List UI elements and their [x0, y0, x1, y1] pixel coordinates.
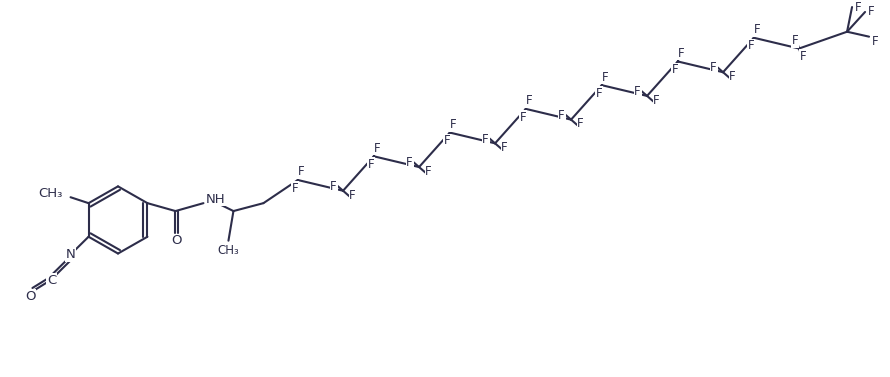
- Text: F: F: [330, 180, 337, 193]
- Text: F: F: [792, 34, 798, 47]
- Text: F: F: [501, 141, 508, 154]
- Text: F: F: [799, 50, 806, 63]
- Text: F: F: [482, 133, 489, 146]
- Text: F: F: [854, 0, 862, 14]
- Text: CH₃: CH₃: [217, 244, 239, 257]
- Text: F: F: [635, 85, 641, 98]
- Text: F: F: [595, 87, 603, 100]
- Text: F: F: [672, 63, 678, 76]
- Text: CH₃: CH₃: [38, 187, 62, 200]
- Text: O: O: [171, 234, 182, 247]
- Text: F: F: [558, 109, 565, 122]
- Text: F: F: [374, 142, 380, 155]
- Text: F: F: [520, 110, 526, 124]
- Text: NH: NH: [206, 193, 225, 206]
- Text: F: F: [754, 23, 760, 36]
- Text: F: F: [425, 165, 432, 178]
- Text: F: F: [677, 47, 684, 60]
- Text: F: F: [292, 182, 298, 195]
- Text: C: C: [47, 274, 56, 287]
- Text: F: F: [748, 40, 754, 52]
- Text: F: F: [871, 35, 878, 48]
- Text: F: F: [868, 6, 874, 18]
- Text: O: O: [25, 290, 36, 302]
- Text: F: F: [578, 117, 584, 130]
- Text: F: F: [449, 118, 456, 131]
- Text: F: F: [407, 156, 413, 169]
- Text: F: F: [368, 158, 374, 171]
- Text: F: F: [729, 70, 736, 83]
- Text: F: F: [710, 61, 717, 74]
- Text: F: F: [297, 166, 304, 178]
- Text: F: F: [525, 94, 532, 107]
- Text: F: F: [602, 70, 608, 84]
- Text: N: N: [66, 248, 76, 261]
- Text: F: F: [653, 94, 659, 107]
- Text: F: F: [349, 188, 356, 202]
- Text: F: F: [443, 134, 450, 147]
